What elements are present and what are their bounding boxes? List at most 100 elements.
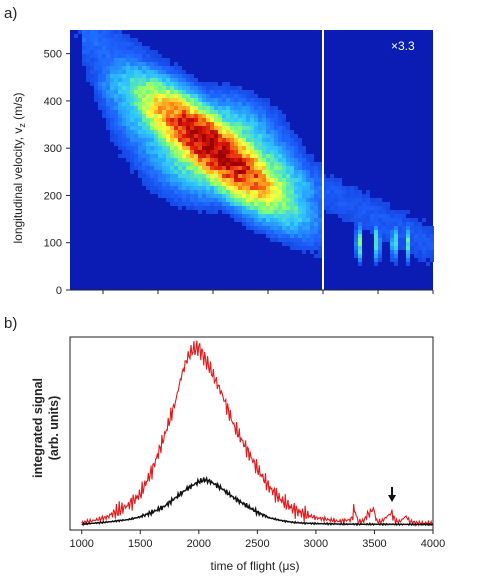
panel-b-y-axis-title-line2: (arb. units) — [47, 396, 61, 461]
heatmap-cell — [146, 142, 150, 146]
heatmap-cell — [238, 166, 242, 170]
heatmap-cell — [298, 138, 302, 142]
heatmap-cell — [274, 118, 278, 122]
heatmap-cell — [286, 174, 290, 178]
heatmap-cell — [242, 218, 246, 222]
heatmap-cell — [130, 46, 134, 50]
heatmap-cell — [254, 110, 258, 114]
heatmap-cell — [146, 102, 150, 106]
heatmap-cell — [398, 234, 402, 238]
heatmap-cell — [270, 130, 274, 134]
heatmap-cell — [146, 118, 150, 122]
heatmap-cell — [270, 222, 274, 226]
heatmap-cell — [198, 106, 202, 110]
heatmap-cell — [146, 110, 150, 114]
heatmap-cell — [130, 126, 134, 130]
heatmap-cell — [218, 126, 222, 130]
heatmap-cell — [258, 218, 262, 222]
heatmap-cell — [354, 202, 358, 206]
heatmap-cell — [274, 158, 278, 162]
heatmap-cell — [170, 182, 174, 186]
heatmap-cell — [154, 50, 158, 54]
heatmap-cell — [138, 62, 142, 66]
heatmap-cell — [130, 74, 134, 78]
heatmap-cell — [162, 106, 166, 110]
heatmap-cell — [134, 106, 138, 110]
heatmap-cell — [294, 218, 298, 222]
heatmap-cell — [390, 230, 394, 234]
heatmap-cell — [194, 166, 198, 170]
heatmap-cell — [258, 126, 262, 130]
heatmap-cell — [254, 174, 258, 178]
heatmap-cell — [150, 74, 154, 78]
heatmap-cell — [194, 94, 198, 98]
heatmap-cell — [218, 118, 222, 122]
heatmap-cell — [190, 78, 194, 82]
heatmap-cell — [266, 142, 270, 146]
heatmap-cell — [210, 206, 214, 210]
heatmap-cell — [166, 150, 170, 154]
heatmap-cell — [190, 98, 194, 102]
heatmap-cell — [182, 114, 186, 118]
heatmap-cell — [130, 42, 134, 46]
heatmap-cell — [274, 138, 278, 142]
heatmap-cell — [266, 226, 270, 230]
heatmap-cell — [262, 142, 266, 146]
heatmap-cell — [250, 142, 254, 146]
heatmap-cell — [302, 234, 306, 238]
heatmap-cell — [410, 226, 414, 230]
heatmap-cell — [130, 134, 134, 138]
heatmap-cell — [334, 206, 338, 210]
heatmap-cell — [246, 206, 250, 210]
heatmap-cell — [254, 154, 258, 158]
heatmap-cell — [254, 198, 258, 202]
heatmap-cell — [306, 178, 310, 182]
heatmap-cell — [350, 210, 354, 214]
heatmap-cell — [382, 226, 386, 230]
heatmap-cell — [386, 222, 390, 226]
heatmap-cell — [150, 174, 154, 178]
heatmap-cell — [398, 218, 402, 222]
heatmap-cell — [162, 82, 166, 86]
heatmap-cell — [354, 218, 358, 222]
heatmap-cell — [170, 166, 174, 170]
heatmap-cell — [254, 182, 258, 186]
heatmap-cell — [182, 122, 186, 126]
heatmap-cell — [182, 190, 186, 194]
heatmap-cell — [82, 62, 86, 66]
heatmap-cell — [202, 190, 206, 194]
heatmap-cell — [278, 202, 282, 206]
heatmap-cell — [178, 174, 182, 178]
heatmap-cell — [258, 166, 262, 170]
heatmap-cell — [394, 262, 398, 266]
heatmap-cell — [294, 198, 298, 202]
heatmap-cell — [418, 246, 422, 250]
heatmap-cell — [222, 170, 226, 174]
heatmap-cell — [118, 30, 122, 34]
heatmap-cell — [266, 170, 270, 174]
heatmap-cell — [146, 114, 150, 118]
heatmap-cell — [374, 226, 378, 230]
heatmap-cell — [362, 222, 366, 226]
heatmap-cell — [138, 138, 142, 142]
heatmap-cell — [274, 106, 278, 110]
heatmap-cell — [298, 150, 302, 154]
heatmap-cell — [158, 62, 162, 66]
heatmap-cell — [246, 94, 250, 98]
heatmap-cell — [238, 138, 242, 142]
heatmap-cell — [94, 94, 98, 98]
heatmap-cell — [366, 190, 370, 194]
heatmap-cell — [194, 130, 198, 134]
heatmap-cell — [290, 246, 294, 250]
heatmap-cell — [170, 102, 174, 106]
heatmap-cell — [142, 98, 146, 102]
heatmap-cell — [94, 98, 98, 102]
heatmap-cell — [270, 118, 274, 122]
heatmap-cell — [194, 174, 198, 178]
heatmap-cell — [122, 46, 126, 50]
heatmap-cell — [162, 194, 166, 198]
heatmap-cell — [382, 238, 386, 242]
heatmap-cell — [418, 242, 422, 246]
y-tick-label: 100 — [44, 238, 62, 250]
heatmap-cell — [210, 174, 214, 178]
